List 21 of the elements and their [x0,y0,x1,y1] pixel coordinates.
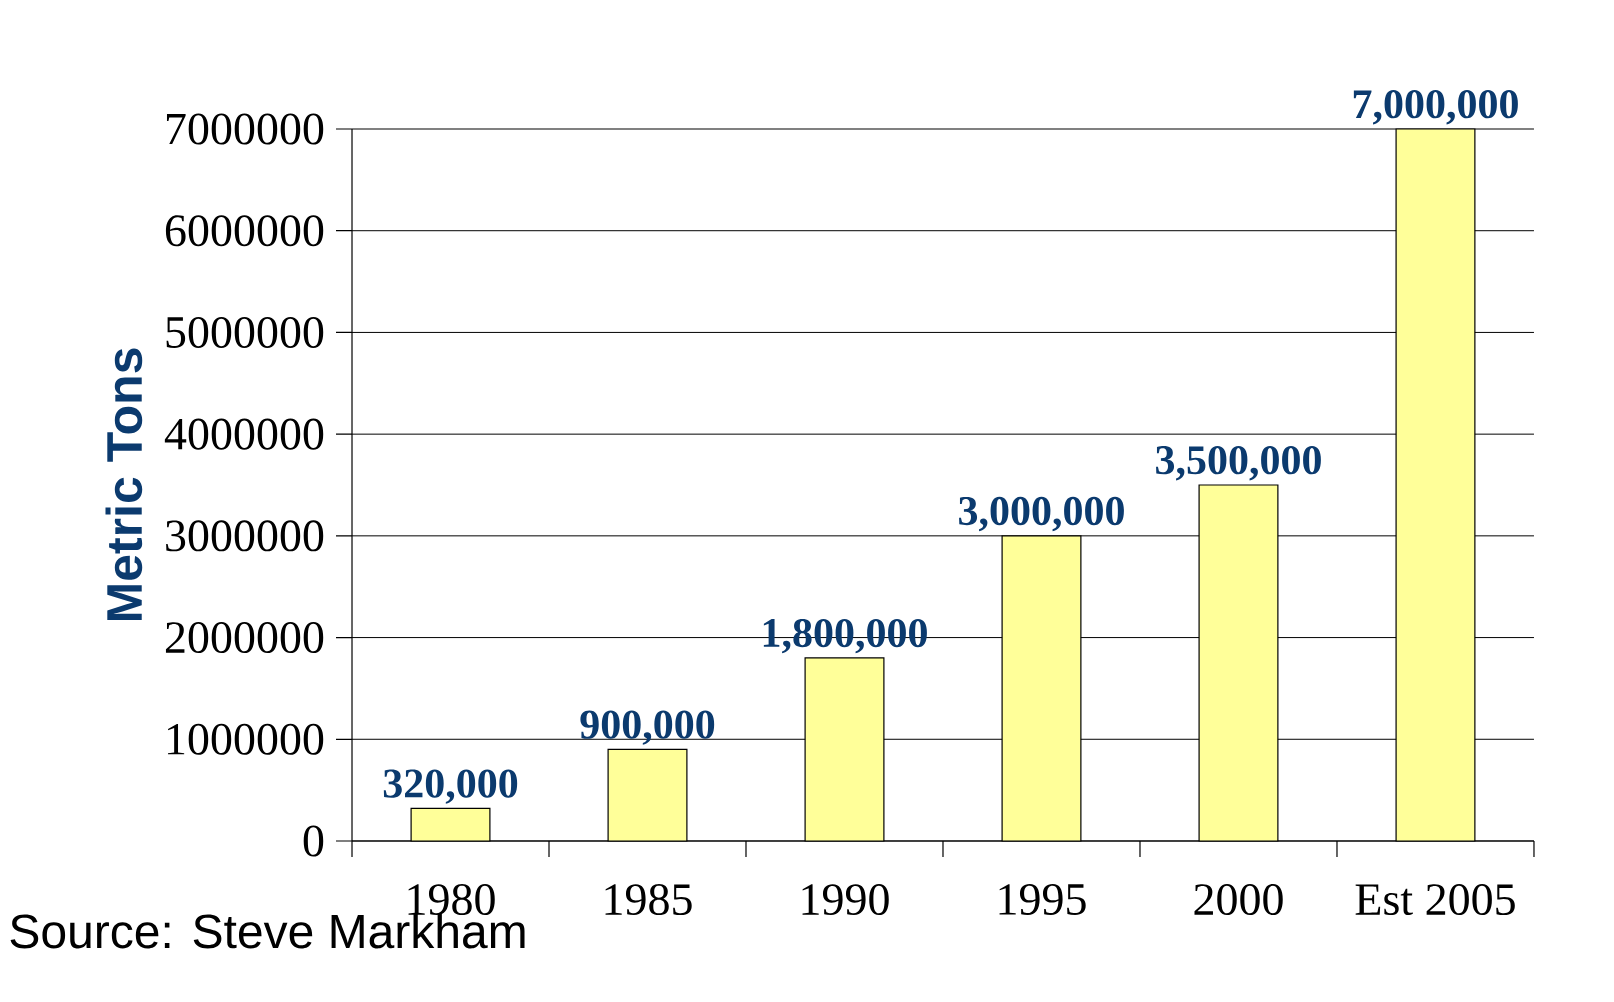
y-tick-label: 0 [303,825,324,857]
y-tick-label: 1000000 [167,723,324,755]
source-note: Source: Steve Markham [10,913,525,949]
x-tick-label: Est 2005 [1355,884,1515,916]
y-tick-label: 2000000 [165,622,324,654]
x-tick-label: 1980 [408,884,495,916]
x-tick-label: 1995 [999,884,1086,915]
data-label: 320,000 [383,769,518,804]
data-label: 3,500,000 [1156,445,1321,481]
x-tick-label: 1990 [802,884,889,916]
y-tick-label: 4000000 [164,418,324,450]
y-tick-label: 5000000 [166,316,324,348]
y-tick-label: 7000000 [166,113,324,145]
y-tick-label: 3000000 [166,520,324,552]
x-tick-label: 1985 [605,884,692,916]
data-label: 900,000 [580,710,715,745]
data-label: 7,000,000 [1353,89,1518,125]
y-axis-title: Metric Tons [105,348,143,621]
y-tick-label: 6000000 [165,215,324,247]
x-tick-label: 2000 [1194,884,1283,916]
data-label: 3,000,000 [959,496,1124,532]
